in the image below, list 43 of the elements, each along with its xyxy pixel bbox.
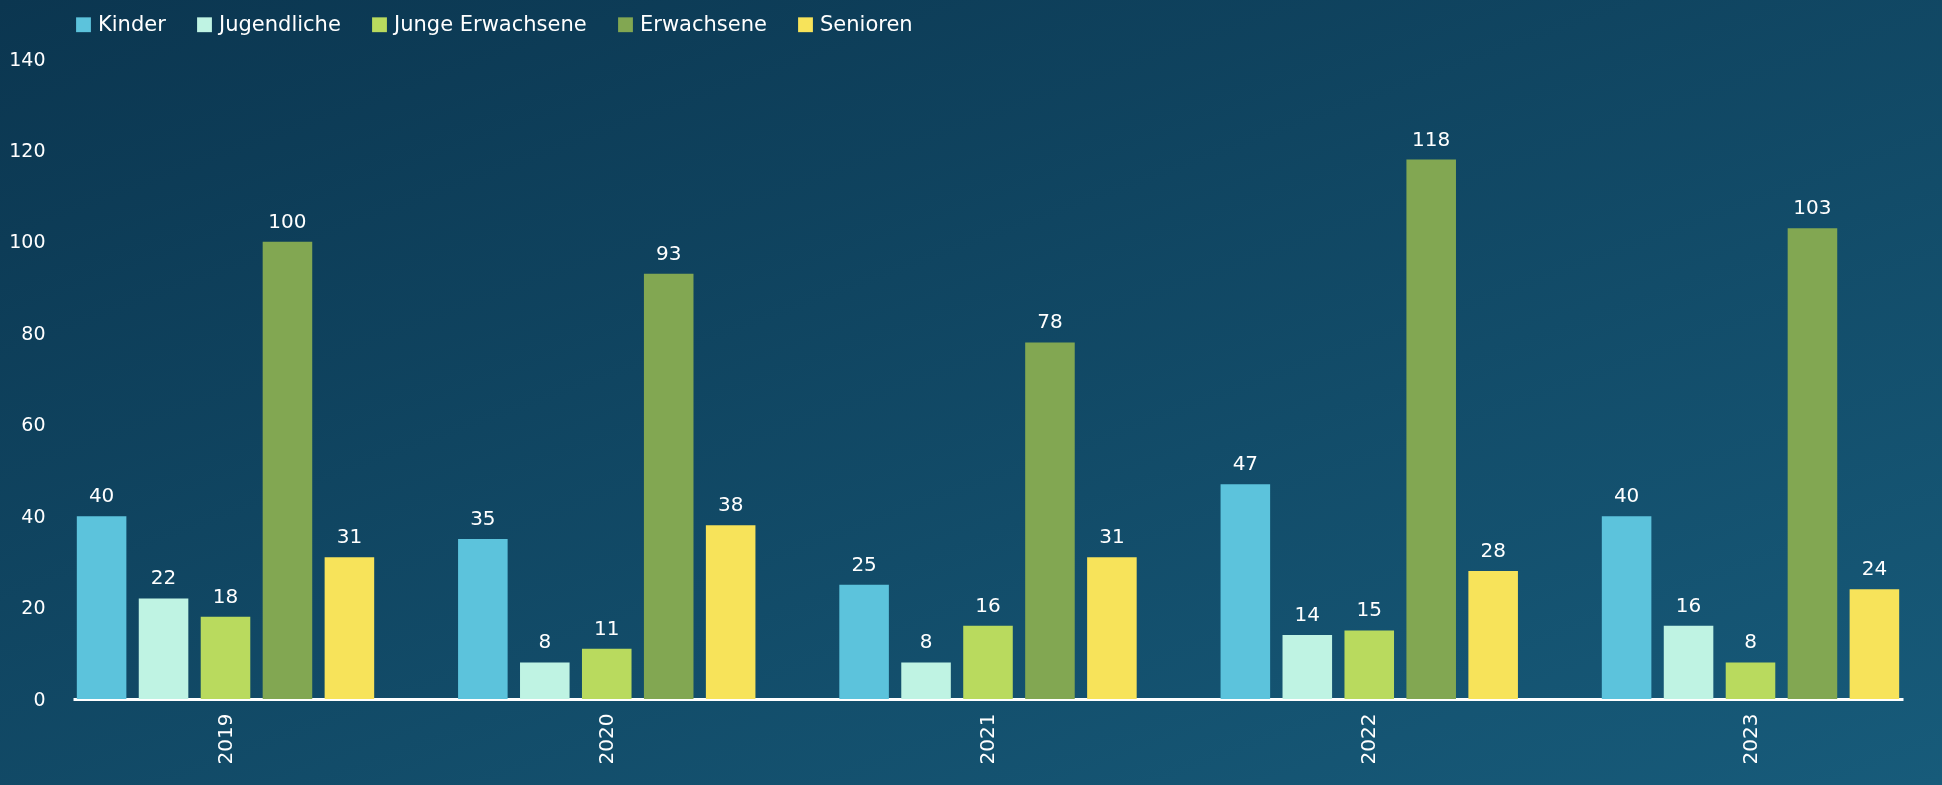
data-label: 118 [1412,126,1451,151]
y-tick-label: 60 [21,413,46,436]
legend-label: Erwachsene [640,11,767,36]
data-label: 28 [1480,538,1506,562]
y-tick-label: 20 [21,596,46,619]
x-tick-label: 2019 [212,713,237,765]
x-tick-label: 2022 [1356,713,1381,765]
data-label: 24 [1861,556,1888,581]
legend-label: Jugendliche [217,11,341,36]
data-label: 93 [655,240,682,265]
x-tick-label: 2023 [1737,713,1762,765]
legend-label: Kinder [98,11,167,36]
y-tick-label: 140 [9,47,46,70]
data-label: 14 [1294,602,1321,626]
data-label: 103 [1793,195,1832,220]
data-label: 35 [470,506,496,530]
data-label: 25 [851,551,877,576]
y-tick-label: 120 [9,138,46,161]
data-label: 8 [1744,629,1757,654]
data-label: 31 [1099,524,1125,549]
x-tick-label: 2021 [975,713,999,765]
legend-label: Senioren [820,11,913,36]
data-label: 100 [268,208,307,233]
data-label: 15 [1356,597,1382,622]
data-label: 11 [594,615,620,640]
data-label: 8 [919,629,933,654]
y-tick-label: 40 [21,504,46,527]
legend-label: Junge Erwachsene [392,11,587,36]
data-label: 78 [1037,309,1063,334]
data-label: 16 [975,592,1001,617]
data-label: 8 [538,629,552,654]
x-tick-label: 2020 [593,713,618,765]
data-label: 31 [336,524,363,549]
data-label: 22 [150,565,177,590]
y-tick-label: 80 [21,321,46,344]
data-label: 47 [1232,451,1259,476]
data-label: 38 [717,492,744,517]
data-label: 16 [1675,592,1702,617]
y-tick-label: 100 [9,230,46,253]
data-label: 40 [88,483,115,508]
y-tick-label: 0 [33,687,46,710]
data-label: 40 [1613,483,1640,508]
data-label: 18 [212,583,239,608]
